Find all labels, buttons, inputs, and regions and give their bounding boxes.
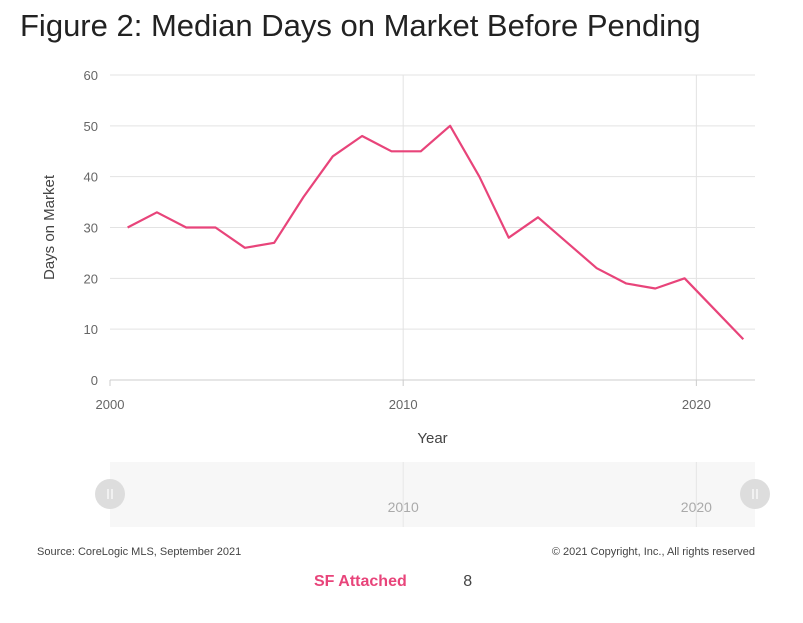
tooltip-series-name: SF Attached [314,573,407,590]
data-point [741,337,745,341]
navigator-right-handle-knob [740,479,770,509]
navigator-left-handle[interactable] [95,479,125,509]
data-point [653,287,657,291]
data-point [712,307,716,311]
chart-svg: 0 10 20 30 40 50 60 2000 2010 2020 Days on Market… [41,68,770,527]
data-point [214,226,218,230]
y-tick-label-60: 60 [84,68,98,83]
data-point [126,226,130,230]
data-point [536,215,540,219]
data-point [184,226,188,230]
data-point [360,134,364,138]
navigator-track [110,462,755,527]
navigator-right-handle[interactable] [740,479,770,509]
y-tick-label-0: 0 [91,373,98,388]
series-layer [126,124,745,341]
x-tick-label-2000: 2000 [96,397,125,412]
navigator-label-2020: 2020 [681,499,712,515]
data-point [477,175,481,179]
y-axis-title: Days on Market [41,174,58,280]
data-point [507,236,511,240]
x-tick-label-2020: 2020 [682,397,711,412]
navigator-label-2010: 2010 [388,499,419,515]
data-point [302,195,306,199]
range-navigator[interactable]: 2010 2020 [95,462,770,527]
data-point [419,149,423,153]
axes: 0 10 20 30 40 50 60 2000 2010 2020 [84,68,755,412]
data-point [595,266,599,270]
copyright-note: © 2021 Copyright, Inc., All rights reser… [551,546,755,558]
data-point [243,246,247,250]
y-tick-label-50: 50 [84,119,98,134]
series-line-0 [127,124,745,341]
navigator-left-handle-knob [95,479,125,509]
x-axis-title: Year [417,430,447,447]
data-point [155,210,159,214]
tooltip-value: 8 [463,573,473,590]
source-note: Source: CoreLogic MLS, September 2021 [37,546,242,558]
data-point [683,276,687,280]
x-tick-label-2010: 2010 [389,397,418,412]
y-tick-label-10: 10 [84,322,98,337]
data-point [331,154,335,158]
data-point [272,241,276,245]
y-tick-label-20: 20 [84,271,98,286]
y-tick-label-30: 30 [84,221,98,236]
chart-title: Figure 2: Median Days on Market Before P… [20,8,701,43]
data-point [448,124,452,128]
data-point [389,149,393,153]
data-point [565,241,569,245]
hover-tooltip: SF Attached 8 [314,573,472,591]
gridlines [110,74,755,380]
y-tick-label-40: 40 [84,170,98,185]
data-point [624,281,628,285]
